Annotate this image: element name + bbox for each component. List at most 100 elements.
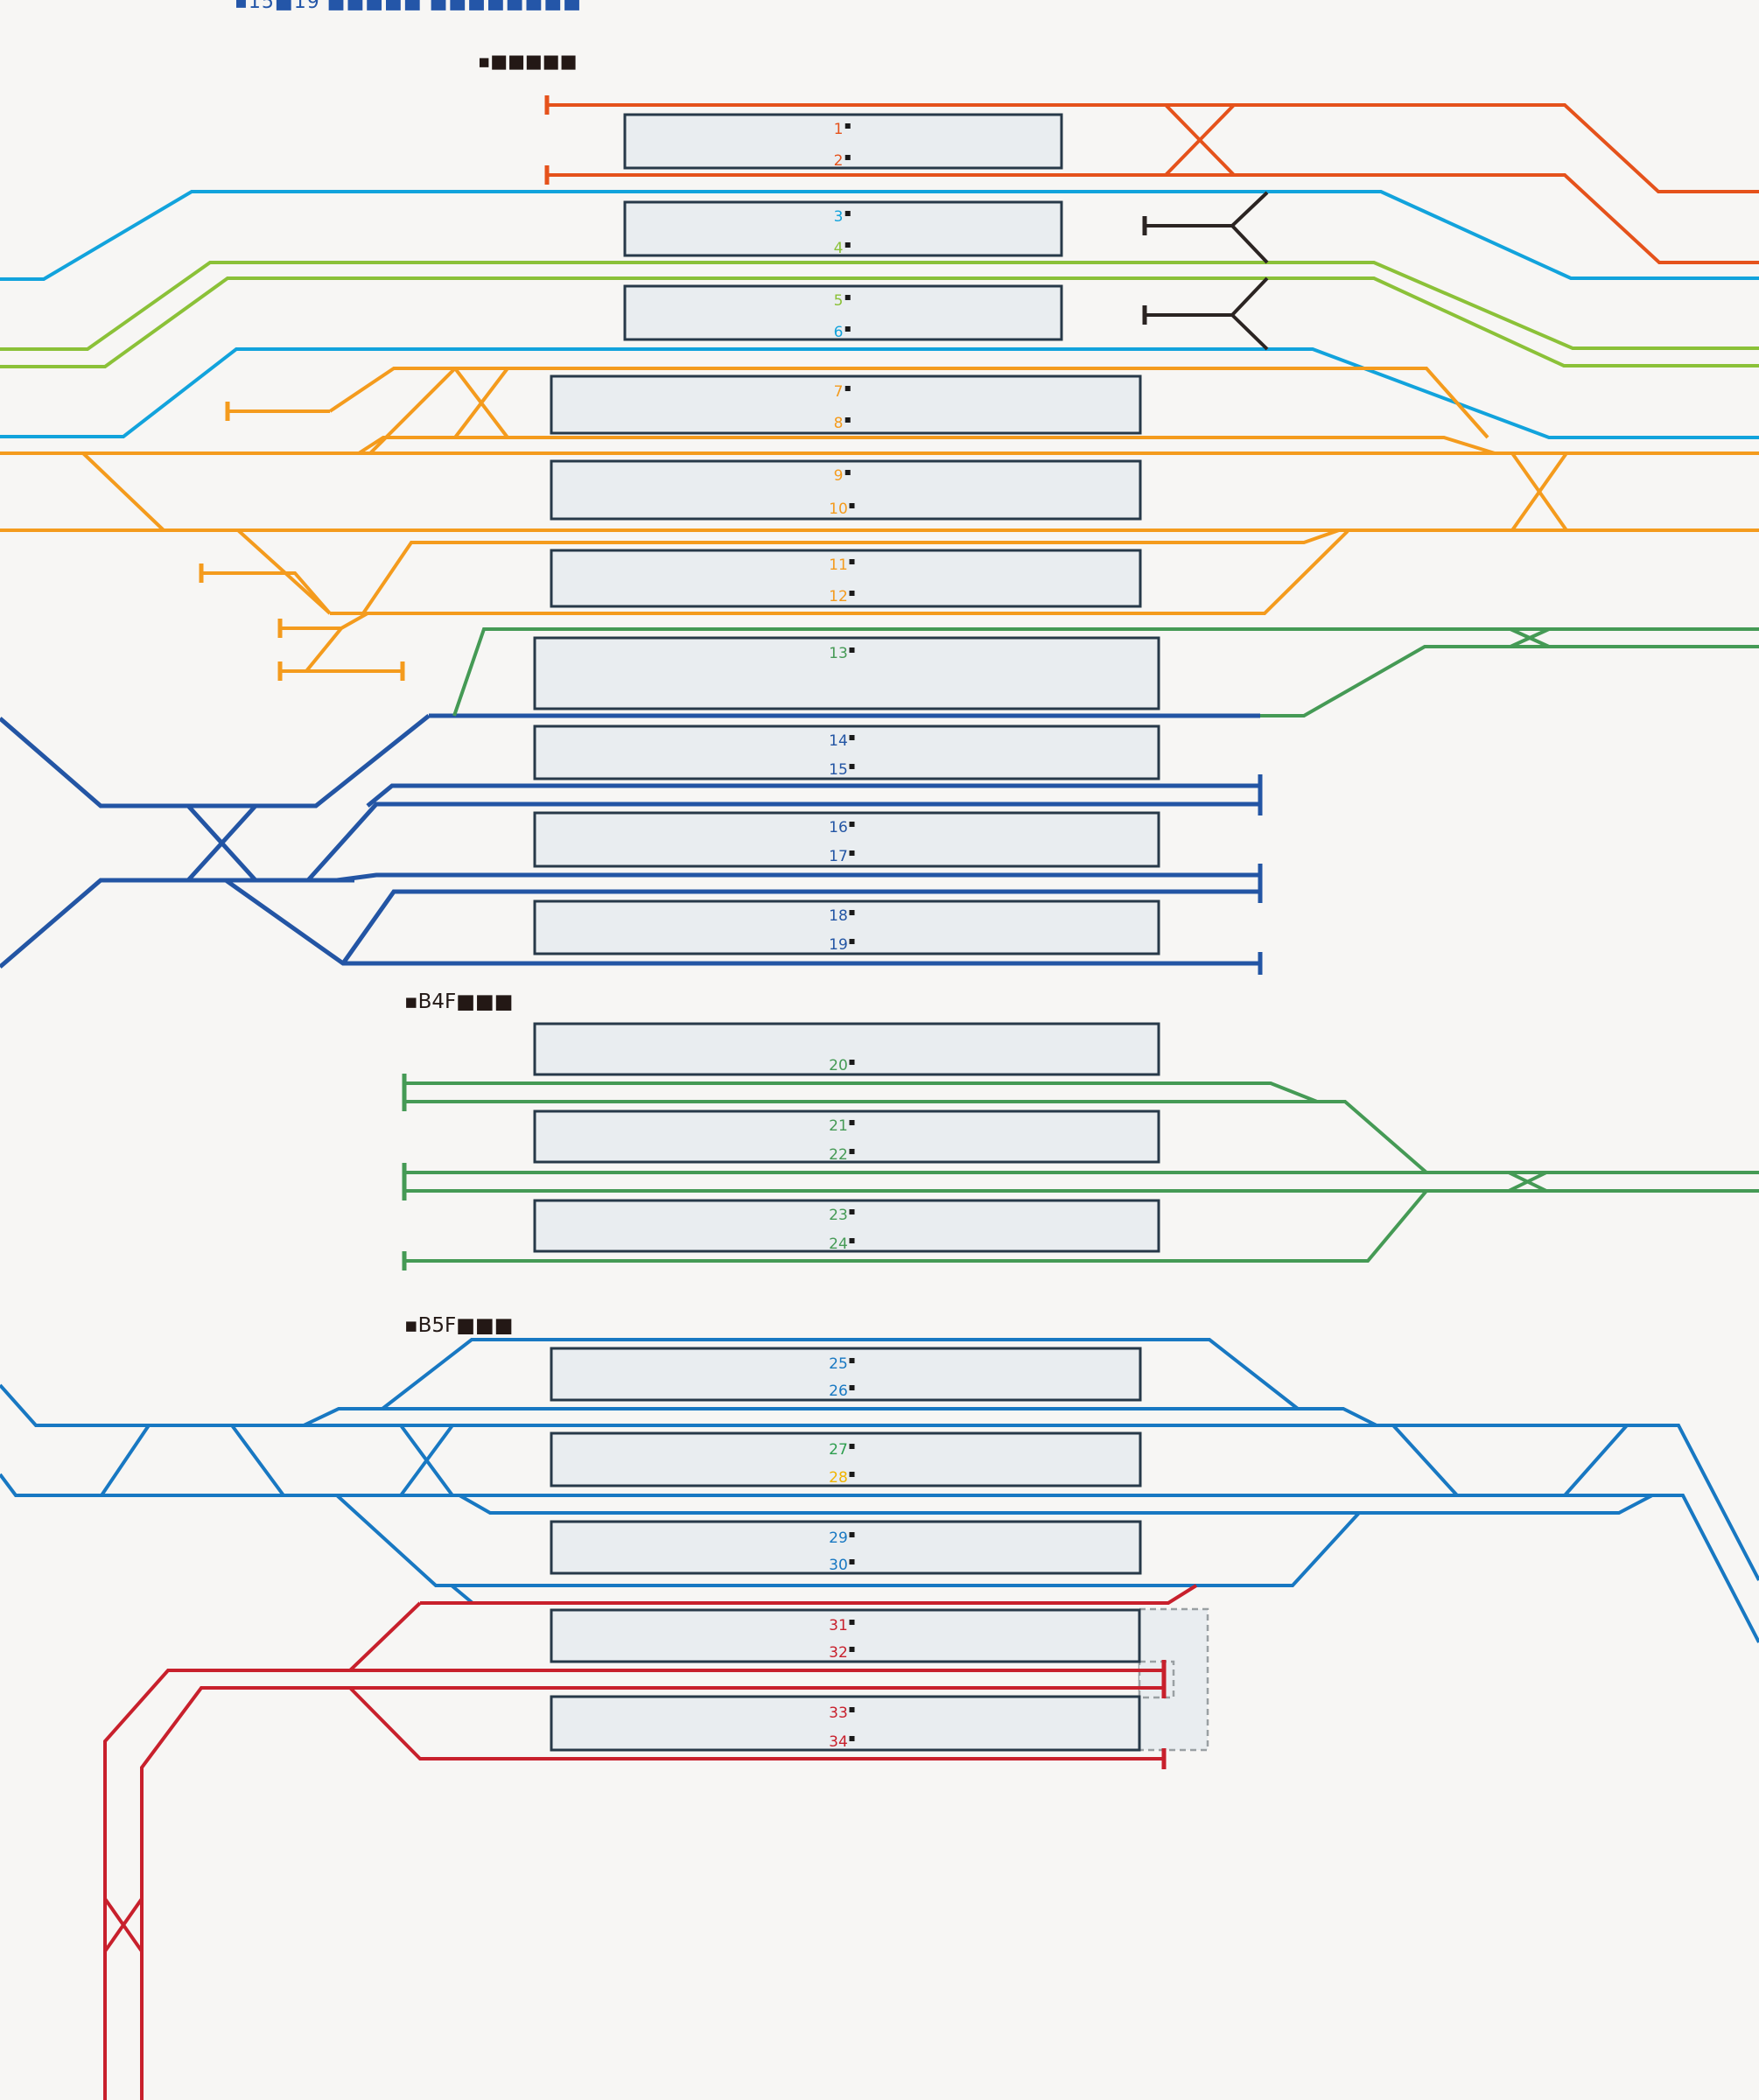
tofu-mark: [849, 648, 855, 653]
track-terminator: [1142, 216, 1147, 235]
track-line: [230, 1424, 285, 1497]
track-terminator: [402, 1074, 407, 1093]
tofu-mark: [849, 1559, 855, 1564]
tofu-mark: [849, 764, 855, 769]
platform-box: [550, 1608, 1141, 1663]
track-terminator: [400, 662, 405, 681]
tofu-mark: [849, 1472, 855, 1477]
track-line: [404, 1082, 1318, 1103]
platform-number: 13: [829, 645, 848, 662]
platform-number: 29: [829, 1530, 848, 1547]
platform-box: [623, 284, 1063, 341]
tofu-mark: [849, 1149, 855, 1154]
platform-box: [533, 724, 1160, 780]
track-line: [0, 347, 1759, 439]
track-line: [0, 714, 431, 808]
track-line: [328, 367, 1489, 439]
tofu-mark: [849, 1358, 855, 1363]
platform-number: 18: [829, 907, 848, 925]
platform-number: 24: [829, 1236, 848, 1253]
track-line: [459, 1494, 1653, 1515]
track-line: [547, 103, 1759, 193]
track-line: [330, 529, 1349, 615]
page-title: ▪15■19 ■■■■■ ■■■■■■■■: [235, 0, 582, 13]
tofu-mark: [849, 735, 855, 740]
tofu-mark: [844, 470, 851, 475]
track-terminator: [1161, 1660, 1167, 1681]
platform-box: [550, 1695, 1141, 1752]
track-line: [0, 1383, 1759, 1581]
platform-number: 7: [834, 383, 844, 401]
track-line: [368, 367, 457, 455]
track-line: [1510, 452, 1568, 532]
track-terminator: [544, 95, 550, 115]
platform-number: 22: [829, 1146, 848, 1164]
track-terminator: [277, 619, 283, 638]
track-line: [340, 889, 1260, 965]
track-line: [0, 1473, 1759, 1643]
track-line: [0, 878, 354, 969]
tofu-mark: [849, 939, 855, 944]
storage-dashed-box: [1138, 1660, 1175, 1699]
track-terminator: [1161, 1677, 1167, 1698]
track-line: [201, 571, 332, 615]
track-line: [404, 1189, 1428, 1263]
tofu-mark: [844, 326, 851, 332]
platform-number: 30: [829, 1557, 848, 1574]
tofu-mark: [844, 295, 851, 300]
tofu-mark: [849, 822, 855, 827]
platform-number: 9: [834, 467, 844, 485]
platform-number: 21: [829, 1117, 848, 1135]
track-line: [366, 783, 1260, 808]
track-terminator: [1258, 793, 1263, 816]
track-line: [140, 1686, 1164, 2100]
track-terminator: [402, 1163, 407, 1182]
platform-number: 26: [829, 1382, 848, 1400]
platform-box: [533, 811, 1160, 868]
platform-number: 31: [829, 1617, 848, 1634]
platform-box: [533, 1022, 1160, 1076]
section-label-ground: ▪■■■■■: [478, 51, 578, 72]
tofu-mark: [849, 1209, 855, 1214]
platform-box: [550, 1347, 1142, 1402]
platform-number: 3: [834, 208, 844, 226]
platform-box: [533, 1199, 1160, 1253]
platform-number: 20: [829, 1057, 848, 1074]
track-line: [1260, 645, 1759, 718]
track-line: [404, 1100, 1428, 1174]
platform-box: [533, 1110, 1160, 1164]
tofu-mark: [844, 211, 851, 216]
track-line: [357, 436, 1496, 455]
track-line: [453, 367, 509, 439]
track-line: [0, 190, 1759, 281]
tofu-mark: [849, 559, 855, 564]
platform-box: [533, 636, 1160, 710]
tofu-mark: [849, 1736, 855, 1741]
tofu-mark: [849, 1238, 855, 1243]
platform-number: 15: [829, 761, 848, 779]
platform-number: 16: [829, 819, 848, 836]
platform-number: 10: [829, 500, 848, 518]
platform-box: [550, 549, 1142, 608]
track-line: [1145, 191, 1269, 228]
track-line: [0, 261, 1759, 351]
track-terminator: [402, 1251, 407, 1270]
track-line: [305, 626, 343, 673]
track-line: [0, 276, 1759, 368]
platform-number: 6: [834, 324, 844, 341]
track-line: [1563, 1424, 1629, 1497]
tofu-mark: [849, 1532, 855, 1537]
track-line: [452, 627, 1759, 717]
track-terminator: [544, 165, 550, 185]
track-line: [1230, 224, 1269, 264]
platform-number: 34: [829, 1733, 848, 1751]
tofu-mark: [844, 417, 851, 423]
track-terminator: [402, 1092, 407, 1111]
section-label-b4f: ▪B4F■■■: [404, 990, 514, 1013]
platform-box: [550, 1520, 1142, 1575]
tofu-mark: [849, 591, 855, 596]
track-terminator: [199, 564, 204, 583]
tofu-mark: [849, 503, 855, 508]
platform-box: [550, 374, 1142, 435]
